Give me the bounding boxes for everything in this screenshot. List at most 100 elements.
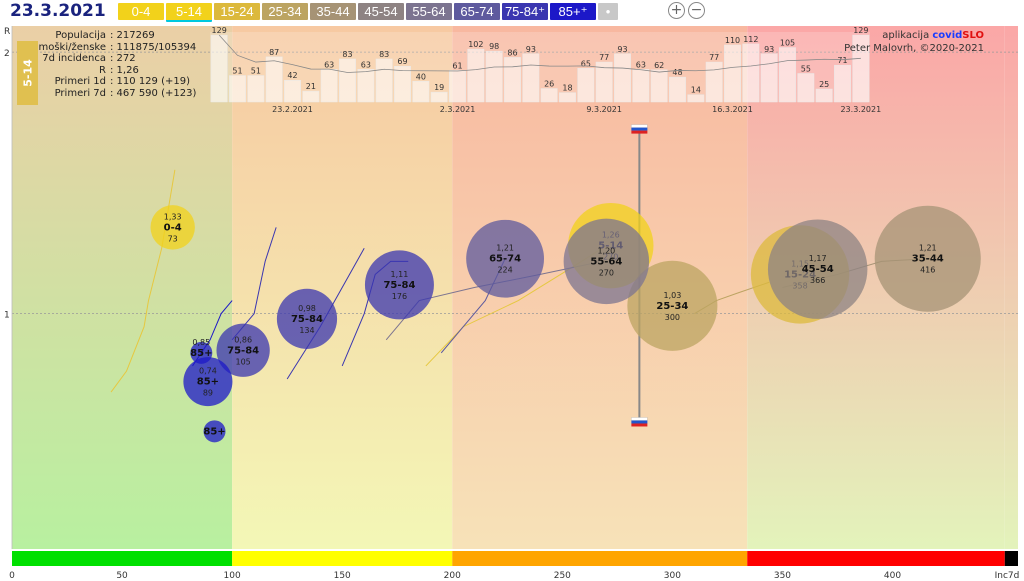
daily-bar [705, 61, 723, 103]
daily-bar [687, 94, 705, 103]
bubble-45-54[interactable] [767, 219, 868, 319]
bubble-r-label: 1,17 [809, 254, 827, 263]
bar-value-label: 62 [654, 61, 664, 70]
age-tab-5[interactable]: 45-54 [358, 3, 404, 20]
bar-date-label: 23.2.2021 [272, 105, 313, 114]
age-tab-7[interactable]: 65-74 [454, 3, 500, 20]
grid-lines: 1 2 R [4, 26, 1018, 549]
age-tab-1[interactable]: 5-14 [166, 3, 212, 22]
bar-value-label: 21 [306, 82, 316, 91]
bubble-r-label: 1,11 [391, 270, 409, 279]
age-tab-4[interactable]: 35-44 [310, 3, 356, 20]
bubble-group-label: 85+ [203, 426, 225, 437]
age-group-bubbles: 1,330-4731,265-142701,1515-243581,0325-3… [150, 202, 981, 443]
info-panel: Populacija: 217269 moški/ženske: 111875/1… [18, 30, 210, 106]
bar-value-label: 110 [725, 36, 740, 45]
bubble-r-label: 0,98 [298, 304, 316, 313]
age-tab-3[interactable]: 25-34 [262, 3, 308, 20]
bar-date-label: 9.3.2021 [586, 105, 622, 114]
bubble-85+[interactable] [203, 420, 226, 443]
daily-bar [650, 69, 668, 103]
bar-value-label: 63 [361, 60, 371, 69]
info-label: 7d incidenca [42, 53, 106, 64]
bar-value-label: 51 [251, 67, 261, 76]
zoom-in-button[interactable]: + [668, 2, 685, 19]
bar-value-label: 87 [269, 48, 279, 57]
zone-band [747, 551, 1005, 566]
bubble-group-label: 35-44 [912, 254, 944, 265]
bar-value-label: 51 [232, 67, 242, 76]
info-label: R [99, 64, 106, 76]
x-axis-label: Inc7d [995, 571, 1020, 581]
info-row: Primeri 1d: 110 129 (+19) [18, 76, 210, 87]
zoom-out-button[interactable]: − [688, 2, 705, 19]
bubble-65-74[interactable] [466, 219, 545, 298]
bubble-55-64[interactable] [563, 218, 650, 305]
bubble-group-label: 75-84 [227, 345, 259, 356]
bubble-35-44[interactable] [874, 205, 981, 312]
flag-stripe [631, 130, 648, 134]
info-value: : 272 [110, 53, 136, 64]
age-tab-10[interactable]: • [598, 3, 618, 20]
bubble-inc-label: 416 [920, 266, 935, 275]
bar-value-label: 77 [709, 53, 719, 62]
bubble-r-label: 1,33 [164, 212, 182, 221]
daily-bar [284, 79, 301, 103]
flag-stripe [631, 124, 648, 128]
bubble-group-label: 75-84 [291, 314, 323, 325]
x-tick-label: 250 [554, 571, 571, 581]
bubble-r-label: 0,86 [234, 335, 252, 344]
bubble-inc-label: 134 [299, 326, 314, 335]
bubble-group-label: 55-64 [590, 256, 622, 267]
x-tick-label: 350 [774, 571, 791, 581]
bubble-group-label: 85+ [190, 348, 212, 359]
age-tab-2[interactable]: 15-24 [214, 3, 260, 20]
bar-chart-bg [210, 32, 870, 102]
bar-value-label: 63 [636, 60, 646, 69]
daily-bar [815, 88, 833, 103]
bubble-inc-label: 270 [599, 268, 614, 277]
bubble-group-label: 45-54 [802, 264, 834, 275]
bar-value-label: 26 [544, 80, 554, 89]
bar-value-label: 69 [397, 57, 407, 66]
bar-date-label: 16.3.2021 [712, 105, 753, 114]
age-tab-0[interactable]: 0-4 [118, 3, 164, 20]
age-tab-8[interactable]: 75-84⁺ [502, 3, 548, 20]
zone-background [1004, 26, 1018, 549]
toolbar: 23.3.2021 0-4 5-14 15-24 25-34 35-44 45-54 55-… [0, 0, 1024, 22]
bar-value-label: 83 [342, 50, 352, 59]
bubble-0-4[interactable] [150, 205, 195, 250]
age-tab-9[interactable]: 85+⁺ [550, 3, 596, 20]
daily-bar [632, 69, 650, 103]
daily-bar [852, 34, 870, 103]
bar-value-label: 93 [526, 45, 536, 54]
bubble-75-84[interactable] [276, 288, 338, 349]
bubble-75-84[interactable] [216, 323, 270, 377]
bar-value-label: 42 [287, 71, 297, 80]
bar-value-label: 105 [780, 39, 795, 48]
bubble-group-label: 25-34 [656, 301, 688, 312]
bubble-r-label: 1,03 [663, 291, 681, 300]
info-value: : 111875/105394 [110, 41, 197, 53]
bubble-25-34[interactable] [627, 260, 718, 351]
bubble-inc-label: 224 [497, 266, 512, 275]
daily-bar [797, 73, 815, 103]
date-label: 23.3.2021 [10, 1, 106, 21]
flag-stripe [631, 127, 648, 131]
bubble-85+[interactable] [183, 357, 233, 407]
daily-bar [449, 70, 466, 103]
info-row: moški/ženske: 111875/105394 [18, 42, 210, 53]
daily-bar [247, 75, 265, 103]
age-tab-6[interactable]: 55-64 [406, 3, 452, 20]
daily-bar [430, 91, 448, 103]
bubble-group-label: 65-74 [489, 254, 521, 265]
bubble-75-84[interactable] [364, 250, 434, 320]
daily-bar [485, 50, 503, 103]
bar-value-label: 93 [764, 45, 774, 54]
info-row: Primeri 7d: 467 590 (+123) [18, 88, 210, 99]
daily-bar [577, 68, 595, 103]
zone-band [452, 551, 748, 566]
daily-bar [210, 34, 228, 103]
bar-value-label: 25 [819, 80, 829, 89]
flag-stripe [631, 423, 648, 427]
